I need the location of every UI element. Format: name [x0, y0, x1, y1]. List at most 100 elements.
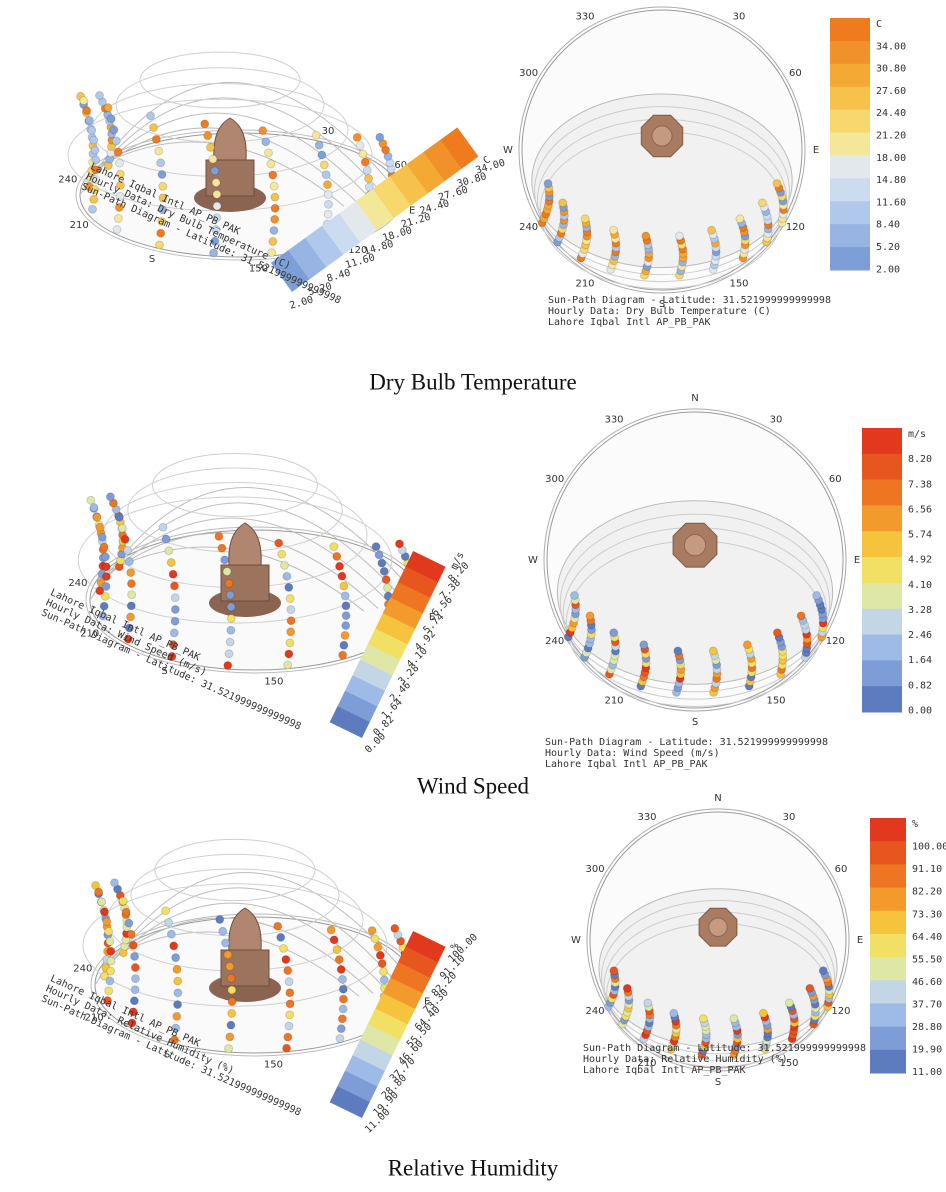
legend-label: 11.00 — [912, 1067, 942, 1078]
sun-point — [226, 1033, 234, 1041]
sun-point — [114, 148, 122, 156]
sun-point — [225, 1045, 233, 1053]
sun-point — [380, 567, 388, 575]
sun-point — [227, 974, 235, 982]
legend-label: 37.70 — [912, 1000, 942, 1011]
compass-label: E — [813, 145, 819, 156]
sun-point — [610, 967, 618, 975]
plan-view: N3060E120150S210240W300330C34.0030.8027.… — [503, 0, 906, 328]
sun-point — [106, 937, 114, 945]
sun-point — [131, 975, 139, 983]
legend-band — [862, 454, 902, 480]
compass-label: 30 — [783, 812, 796, 823]
sun-point — [819, 967, 827, 975]
sun-point — [95, 92, 103, 100]
building-dome — [684, 535, 705, 556]
sun-point — [125, 557, 133, 565]
legend-band — [830, 18, 870, 41]
sun-point — [130, 997, 138, 1005]
description: Sun-Path Diagram - Latitude: 31.52199999… — [545, 737, 828, 748]
sun-point — [219, 927, 227, 935]
sun-point — [228, 986, 236, 994]
sun-point — [204, 132, 212, 140]
sun-point — [284, 661, 292, 669]
sun-point — [228, 998, 236, 1006]
sun-point — [797, 612, 805, 620]
sun-point — [610, 226, 618, 234]
legend-label: 11.60 — [876, 197, 906, 208]
legend-label: 46.60 — [912, 977, 942, 988]
sun-point — [285, 583, 293, 591]
legend-label: 18.00 — [876, 153, 906, 164]
sun-point — [395, 540, 403, 548]
sun-point — [264, 149, 272, 157]
sun-point — [271, 215, 279, 223]
legend-label: 100.00 — [912, 842, 946, 853]
sun-point — [101, 553, 109, 561]
sun-point — [102, 563, 110, 571]
sun-point — [121, 535, 129, 543]
sun-point — [89, 205, 97, 213]
sun-point — [113, 226, 121, 234]
sun-point — [376, 951, 384, 959]
legend-band — [862, 583, 902, 609]
sun-point — [267, 160, 275, 168]
compass-label: S — [715, 1077, 721, 1088]
legend-label: 5.74 — [908, 530, 932, 541]
sun-point — [333, 946, 341, 954]
legend-label: 91.10 — [912, 864, 942, 875]
sun-point — [159, 182, 167, 190]
sun-point — [225, 579, 233, 587]
legend-band — [870, 818, 906, 842]
sun-point — [337, 965, 345, 973]
compass-label: 240 — [519, 222, 538, 233]
compass-label: N — [691, 393, 698, 404]
sun-point — [83, 107, 91, 115]
sun-point — [170, 582, 178, 590]
sun-point — [150, 124, 158, 132]
sun-point — [128, 591, 136, 599]
sun-point — [103, 918, 111, 926]
legend-band — [862, 480, 902, 506]
sun-point — [162, 907, 170, 915]
sun-point — [105, 928, 113, 936]
sun-point — [112, 137, 120, 145]
compass-label: E — [857, 935, 863, 946]
sun-point — [85, 116, 93, 124]
sun-point — [758, 199, 766, 207]
sun-point — [91, 146, 99, 154]
sun-point — [382, 576, 390, 584]
legend-unit: C — [876, 19, 882, 30]
legend-label: 4.10 — [908, 580, 932, 591]
legend-label: 3.28 — [908, 605, 932, 616]
description: Hourly Data: Wind Speed (m/s) — [545, 748, 720, 759]
building-dome — [652, 126, 672, 146]
compass-label: 150 — [264, 1060, 283, 1071]
plan-view: N3060E120150S210240W300330m/s8.207.386.5… — [528, 393, 932, 770]
sun-point — [339, 995, 347, 1003]
plan-view: N3060E120150S210240W300330%100.0091.1082… — [571, 793, 946, 1088]
sun-point — [339, 651, 347, 659]
sun-point — [224, 661, 232, 669]
sun-point — [340, 641, 348, 649]
legend-band — [870, 957, 906, 981]
sun-point — [173, 1012, 181, 1020]
legend-unit: % — [912, 819, 918, 830]
sun-point — [171, 594, 179, 602]
compass-label: 240 — [68, 578, 87, 589]
sun-point — [709, 647, 717, 655]
compass-label: 330 — [604, 415, 623, 426]
description: Lahore Iqbal Intl AP_PB_PAK — [583, 1065, 746, 1076]
sun-point — [675, 232, 683, 240]
compass-label: 120 — [826, 636, 845, 647]
sun-point — [174, 989, 182, 997]
sun-point — [98, 533, 106, 541]
compass-label: 240 — [585, 1006, 604, 1017]
caption: Relative Humidity — [388, 1155, 559, 1180]
sun-point — [211, 167, 219, 175]
compass-label: 30 — [733, 12, 746, 23]
sun-point — [581, 215, 589, 223]
sun-point — [623, 984, 631, 992]
sun-point — [708, 226, 716, 234]
legend-label: 30.80 — [876, 64, 906, 75]
